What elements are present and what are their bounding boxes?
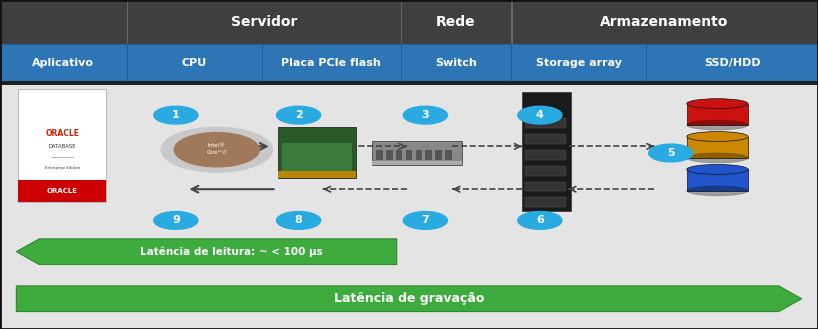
Bar	[372, 141, 462, 164]
Bar	[127, 0, 128, 44]
Text: ORACLE: ORACLE	[45, 129, 79, 138]
Bar	[435, 150, 442, 160]
Circle shape	[518, 212, 562, 229]
Bar	[525, 182, 566, 191]
Bar	[406, 150, 412, 160]
Text: ─────────: ─────────	[51, 156, 74, 160]
Bar	[525, 166, 566, 176]
Bar	[522, 92, 571, 211]
Bar	[282, 143, 352, 176]
FancyArrow shape	[16, 239, 397, 265]
Bar	[511, 44, 646, 81]
Bar	[425, 150, 432, 160]
Circle shape	[276, 106, 321, 124]
Bar	[646, 44, 818, 81]
Bar	[0, 81, 818, 329]
Bar	[511, 0, 513, 44]
Circle shape	[154, 212, 198, 229]
Bar	[0, 44, 127, 81]
Text: Latência de gravação: Latência de gravação	[334, 292, 484, 305]
Circle shape	[518, 106, 562, 124]
Bar	[372, 161, 462, 164]
Circle shape	[403, 212, 447, 229]
Circle shape	[174, 133, 259, 167]
Bar	[525, 197, 566, 207]
Text: SSD/HDD: SSD/HDD	[703, 58, 761, 67]
Circle shape	[161, 127, 272, 172]
Text: Core™i7: Core™i7	[206, 150, 227, 156]
Bar	[416, 150, 422, 160]
Text: 8: 8	[294, 215, 303, 225]
Ellipse shape	[687, 120, 748, 130]
Bar	[0, 81, 818, 85]
Text: Latência de leitura: ~ < 100 μs: Latência de leitura: ~ < 100 μs	[140, 246, 322, 257]
Text: Switch: Switch	[435, 58, 477, 67]
Ellipse shape	[687, 132, 748, 141]
Bar	[376, 150, 383, 160]
Text: 3: 3	[421, 110, 429, 120]
Bar	[687, 104, 748, 125]
Bar	[262, 44, 401, 81]
Circle shape	[403, 106, 447, 124]
Circle shape	[276, 212, 321, 229]
Text: Armazenamento: Armazenamento	[600, 15, 729, 29]
Bar	[525, 134, 566, 144]
Text: Enterprise Edition: Enterprise Edition	[45, 166, 79, 170]
Bar	[18, 180, 106, 202]
Bar	[525, 118, 566, 128]
Text: Storage array: Storage array	[536, 58, 622, 67]
Bar	[127, 44, 262, 81]
Text: 4: 4	[536, 110, 544, 120]
FancyArrow shape	[16, 286, 802, 312]
Bar	[0, 44, 818, 81]
Bar	[401, 44, 511, 81]
Text: Aplicativo: Aplicativo	[33, 58, 94, 67]
Circle shape	[649, 144, 693, 162]
Circle shape	[154, 106, 198, 124]
Text: 6: 6	[536, 215, 544, 225]
Text: Servidor: Servidor	[231, 15, 297, 29]
Text: 5: 5	[667, 148, 675, 158]
Bar	[0, 0, 818, 44]
Ellipse shape	[687, 186, 748, 196]
Bar	[396, 150, 402, 160]
Bar	[445, 150, 452, 160]
Text: 1: 1	[172, 110, 180, 120]
Text: ORACLE: ORACLE	[47, 188, 78, 194]
Text: DATABASE: DATABASE	[48, 144, 76, 149]
Ellipse shape	[687, 164, 748, 174]
Text: Intel®: Intel®	[208, 143, 226, 148]
Ellipse shape	[687, 153, 748, 163]
Ellipse shape	[687, 99, 748, 109]
Bar	[278, 171, 356, 178]
Bar	[687, 137, 748, 158]
Bar	[525, 150, 566, 160]
Text: Rede: Rede	[436, 15, 476, 29]
Text: 7: 7	[421, 215, 429, 225]
Text: Placa PCIe flash: Placa PCIe flash	[281, 58, 381, 67]
Bar	[18, 89, 106, 202]
Bar	[386, 150, 393, 160]
Bar	[401, 0, 402, 44]
Text: 2: 2	[294, 110, 303, 120]
Text: CPU: CPU	[182, 58, 207, 67]
Bar	[687, 169, 748, 191]
Bar	[278, 127, 356, 178]
Text: 9: 9	[172, 215, 180, 225]
